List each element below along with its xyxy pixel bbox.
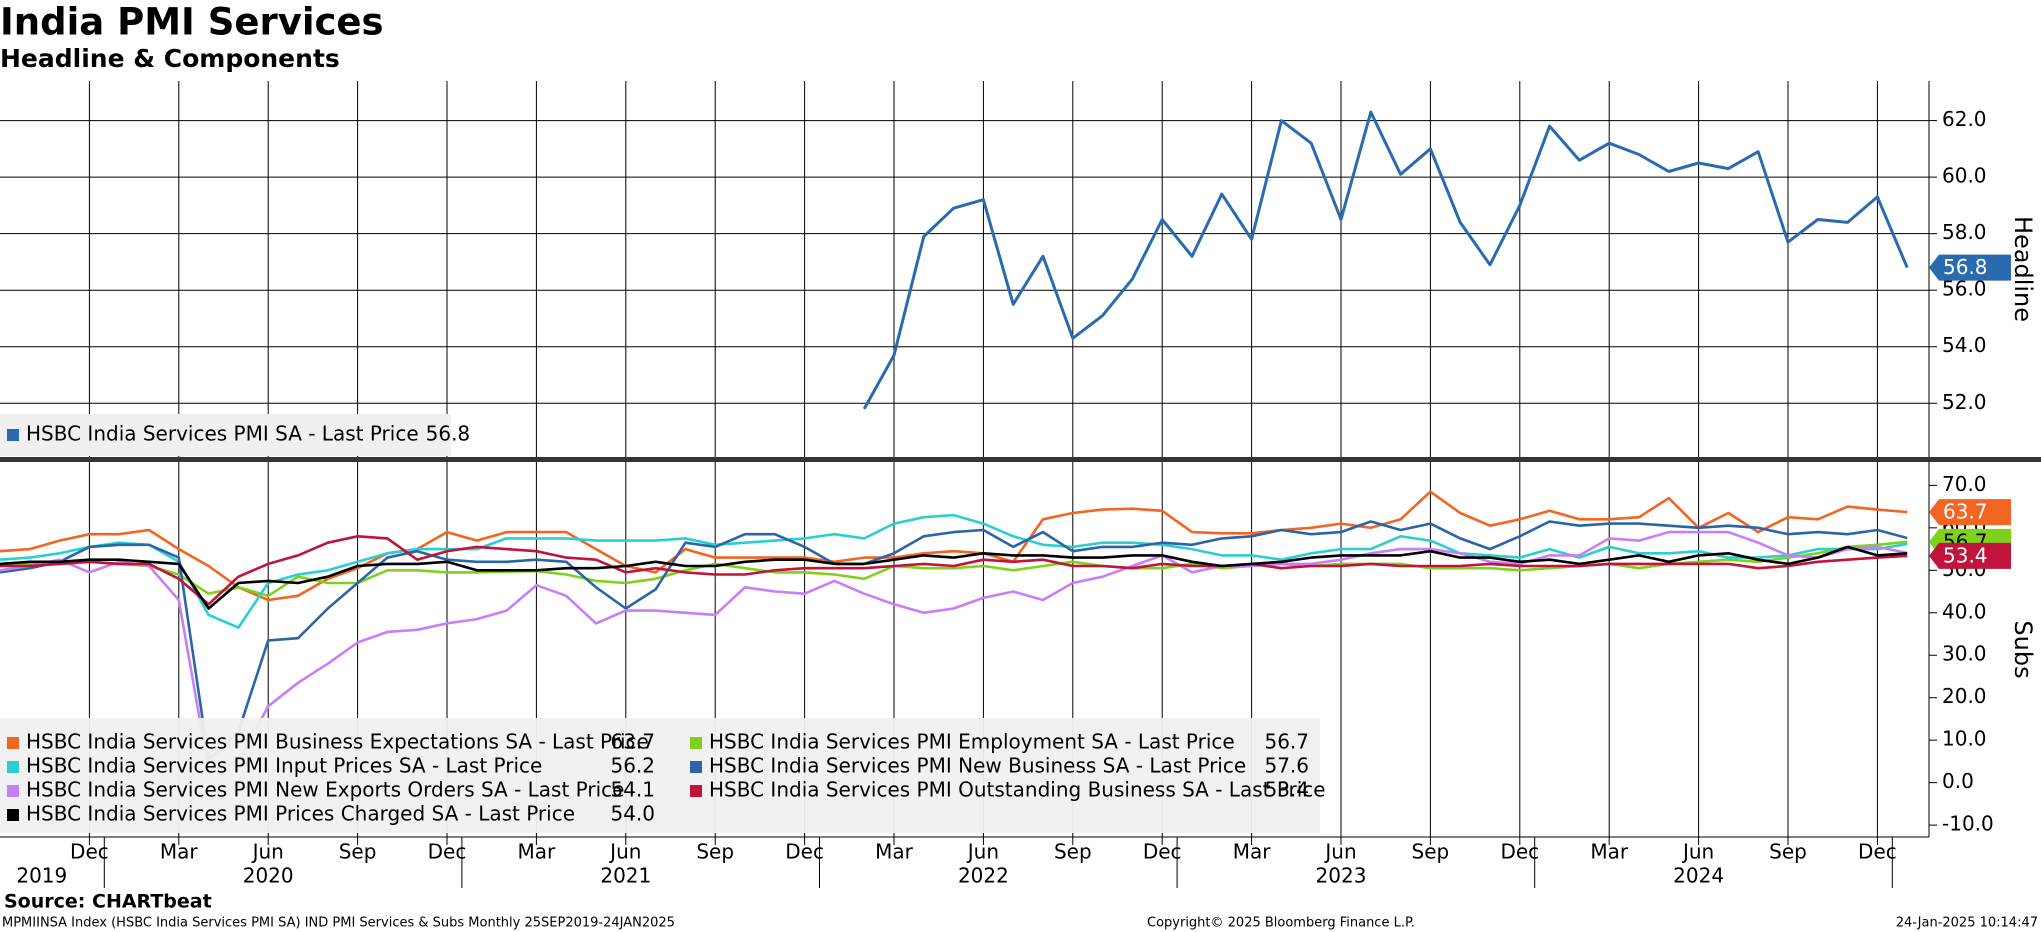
legend-value: 54.0 xyxy=(610,802,655,826)
legend-label: HSBC India Services PMI Outstanding Busi… xyxy=(709,778,1326,802)
x-tick-label: Dec xyxy=(1858,840,1897,864)
x-tick-label: Sep xyxy=(1412,840,1450,864)
x-tick-label: Mar xyxy=(160,840,199,864)
legend-value: 53.4 xyxy=(1264,778,1309,802)
timestamp: 24-Jan-2025 10:14:47 xyxy=(1896,916,2038,931)
x-tick-label: Mar xyxy=(1590,840,1629,864)
x-tick-label: Jun xyxy=(608,840,641,864)
legend-swatch xyxy=(7,761,19,773)
x-tick-label: Mar xyxy=(518,840,557,864)
x-tick-label: Sep xyxy=(696,840,734,864)
badge-label: 53.4 xyxy=(1943,543,1988,567)
legend-label: HSBC India Services PMI SA - Last Price xyxy=(26,422,419,446)
x-tick-label: Dec xyxy=(785,840,824,864)
legend-value: 54.1 xyxy=(610,778,655,802)
badge-shape xyxy=(1929,499,2011,526)
legend-value: 56.7 xyxy=(1264,730,1309,754)
x-tick-label: Dec xyxy=(1143,840,1182,864)
y-tick-label: 54.0 xyxy=(1942,333,1987,357)
x-tick-label: Dec xyxy=(1500,840,1539,864)
legend-box xyxy=(0,414,451,456)
legend-swatch xyxy=(7,429,19,441)
legend-value: 57.6 xyxy=(1264,754,1309,778)
legend-label: HSBC India Services PMI Prices Charged S… xyxy=(26,802,575,826)
badge-label: 56.8 xyxy=(1943,255,1988,279)
x-tick-label: Jun xyxy=(966,840,999,864)
y-tick-label: 52.0 xyxy=(1942,390,1987,414)
series-line xyxy=(0,535,1908,606)
year-label: 2020 xyxy=(243,864,294,888)
panel-separator xyxy=(0,457,2041,462)
legend-swatch xyxy=(690,761,702,773)
y-tick-label: 62.0 xyxy=(1942,107,1987,131)
series-line xyxy=(0,545,1908,610)
y-tick-label: 30.0 xyxy=(1942,642,1987,666)
legend-label: HSBC India Services PMI New Business SA … xyxy=(709,754,1246,778)
legend-swatch xyxy=(7,785,19,797)
x-tick-label: Sep xyxy=(339,840,377,864)
legend-value: 63.7 xyxy=(610,730,655,754)
legend-label: HSBC India Services PMI Input Prices SA … xyxy=(26,754,542,778)
source: Source: CHARTbeat xyxy=(4,891,212,913)
legend-box xyxy=(0,718,1320,833)
y-axis-title: Headline xyxy=(2009,216,2037,322)
year-label: 2022 xyxy=(958,864,1009,888)
year-label: 2024 xyxy=(1673,864,1724,888)
series-line xyxy=(0,513,1908,629)
badge-shape xyxy=(1929,542,2011,569)
y-tick-label: 20.0 xyxy=(1942,684,1987,708)
x-tick-label: Mar xyxy=(1233,840,1272,864)
y-tick-label: -10.0 xyxy=(1942,812,1994,836)
chart-title: India PMI Services xyxy=(0,1,384,44)
legend-label: HSBC India Services PMI New Exports Orde… xyxy=(26,778,624,802)
copyright: Copyright© 2025 Bloomberg Finance L.P. xyxy=(1147,916,1415,931)
footer-description: MPMIINSA Index (HSBC India Services PMI … xyxy=(2,916,675,931)
legend-value: 56.8 xyxy=(426,422,471,446)
badge-shape xyxy=(1929,254,2011,281)
x-tick-label: Mar xyxy=(875,840,914,864)
legend-label: HSBC India Services PMI Employment SA - … xyxy=(709,730,1235,754)
legend-swatch xyxy=(7,737,19,749)
last-price-badge: 53.4 xyxy=(1929,542,2011,569)
x-tick-label: Jun xyxy=(1323,840,1356,864)
y-tick-label: 60.0 xyxy=(1942,164,1987,188)
x-tick-label: Dec xyxy=(70,840,109,864)
x-tick-label: Jun xyxy=(251,840,284,864)
badge-label: 63.7 xyxy=(1943,500,1988,524)
y-axis-title: Subs xyxy=(2009,620,2037,678)
x-tick-label: Sep xyxy=(1054,840,1092,864)
y-tick-label: 56.0 xyxy=(1942,277,1987,301)
year-label: 2019 xyxy=(16,864,67,888)
y-tick-label: 10.0 xyxy=(1942,727,1987,751)
x-tick-label: Jun xyxy=(1681,840,1714,864)
legend-label: HSBC India Services PMI Business Expecta… xyxy=(26,730,649,754)
chart-subtitle: Headline & Components xyxy=(0,44,340,73)
last-price-badge: 56.8 xyxy=(1929,254,2011,281)
y-tick-label: 0.0 xyxy=(1942,769,1974,793)
series-line xyxy=(0,520,1908,761)
series-line xyxy=(862,110,1909,410)
y-tick-label: 58.0 xyxy=(1942,220,1987,244)
y-tick-label: 40.0 xyxy=(1942,599,1987,623)
x-tick-label: Sep xyxy=(1769,840,1807,864)
series-line xyxy=(0,490,1908,602)
legend-swatch xyxy=(7,809,19,821)
year-label: 2021 xyxy=(600,864,651,888)
last-price-badge: 63.7 xyxy=(1929,499,2011,526)
x-tick-label: Dec xyxy=(428,840,467,864)
legend-swatch xyxy=(690,785,702,797)
legend-swatch xyxy=(690,737,702,749)
legend-value: 56.2 xyxy=(610,754,655,778)
y-tick-label: 70.0 xyxy=(1942,472,1987,496)
series-line xyxy=(0,530,1908,772)
year-label: 2023 xyxy=(1316,864,1367,888)
